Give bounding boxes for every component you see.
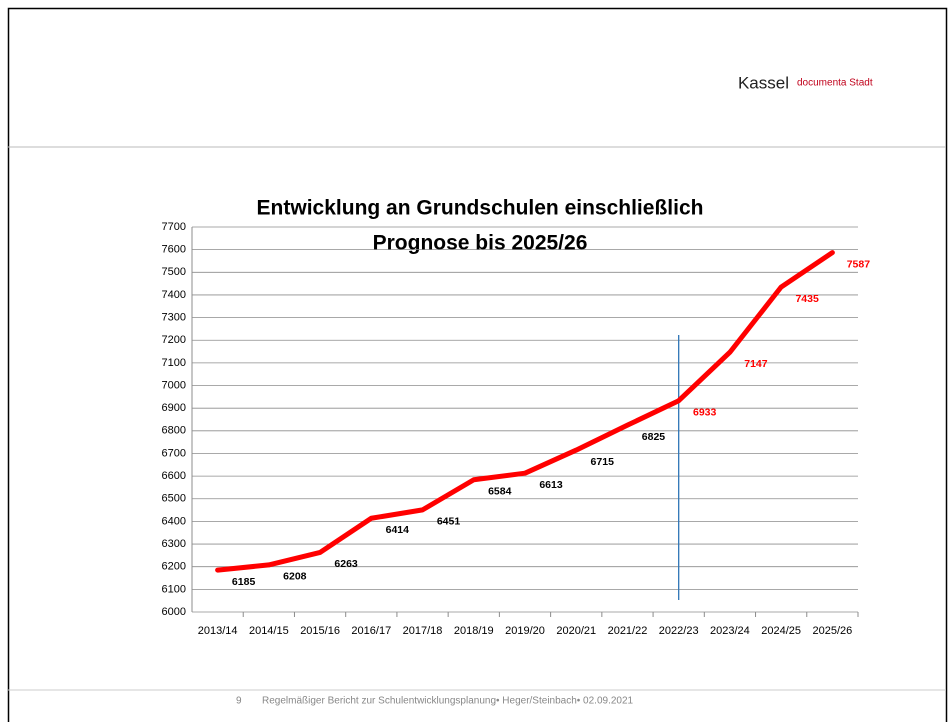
y-tick-label: 6000	[162, 606, 186, 618]
x-tick-label: 2017/18	[403, 625, 443, 637]
x-tick-label: 2023/24	[710, 625, 750, 637]
data-label: 6715	[591, 456, 615, 468]
page-number: 9	[236, 696, 242, 707]
x-tick-label: 2021/22	[608, 625, 648, 637]
data-label: 6613	[539, 479, 563, 491]
footer-text: Regelmäßiger Bericht zur Schulentwicklun…	[262, 696, 634, 707]
city: Kassel	[738, 73, 789, 92]
x-tick-label: 2013/14	[198, 625, 238, 637]
chart-title: Entwicklung an Grundschulen einschließli…	[257, 197, 704, 220]
x-tick-label: 2016/17	[351, 625, 391, 637]
x-tick-label: 2024/25	[761, 625, 801, 637]
line	[215, 250, 835, 573]
data-label: 6263	[334, 558, 358, 570]
data-label: 6414	[386, 524, 410, 536]
x-tick-label: 2014/15	[249, 625, 289, 637]
data-label: 7435	[795, 293, 819, 305]
y-tick-label: 6400	[162, 515, 186, 527]
x-tick-label: 2020/21	[556, 625, 596, 637]
y-tick-label: 7000	[162, 379, 186, 391]
x-tick-label: 2025/26	[813, 625, 853, 637]
data-label: 6933	[693, 406, 717, 418]
data-label: 6208	[283, 571, 307, 583]
y-tick-label: 7300	[162, 311, 186, 323]
data-label: 6825	[642, 431, 666, 443]
y-tick-label: 7400	[162, 289, 186, 301]
y-tick-label: 6300	[162, 538, 186, 550]
y-tick-label: 7600	[162, 244, 186, 256]
y-tick-label: 7500	[162, 266, 186, 278]
y-tick-label: 6200	[162, 561, 186, 573]
x-tick-label: 2018/19	[454, 625, 494, 637]
chart-title: Prognose bis 2025/26	[373, 232, 588, 255]
slide-frame	[7, 7, 948, 722]
y-tick-label: 6700	[162, 447, 186, 459]
y-tick-label: 7700	[162, 221, 186, 233]
y-tick-label: 6800	[162, 425, 186, 437]
x-tick-label: 2019/20	[505, 625, 545, 637]
data-label: 6451	[437, 516, 461, 528]
y-tick-label: 6100	[162, 583, 186, 595]
data-label: 6584	[488, 486, 512, 498]
x-tick-label: 2022/23	[659, 625, 699, 637]
y-tick-label: 6900	[162, 402, 186, 414]
data-label: 7587	[847, 258, 871, 270]
y-tick-label: 6500	[162, 493, 186, 505]
data-label: 7147	[744, 358, 768, 370]
tagline: documenta Stadt	[797, 78, 873, 89]
data-label: 6185	[232, 576, 256, 588]
y-tick-label: 7100	[162, 357, 186, 369]
y-tick-label: 7200	[162, 334, 186, 346]
y-tick-label: 6600	[162, 470, 186, 482]
x-tick-label: 2015/16	[300, 625, 340, 637]
